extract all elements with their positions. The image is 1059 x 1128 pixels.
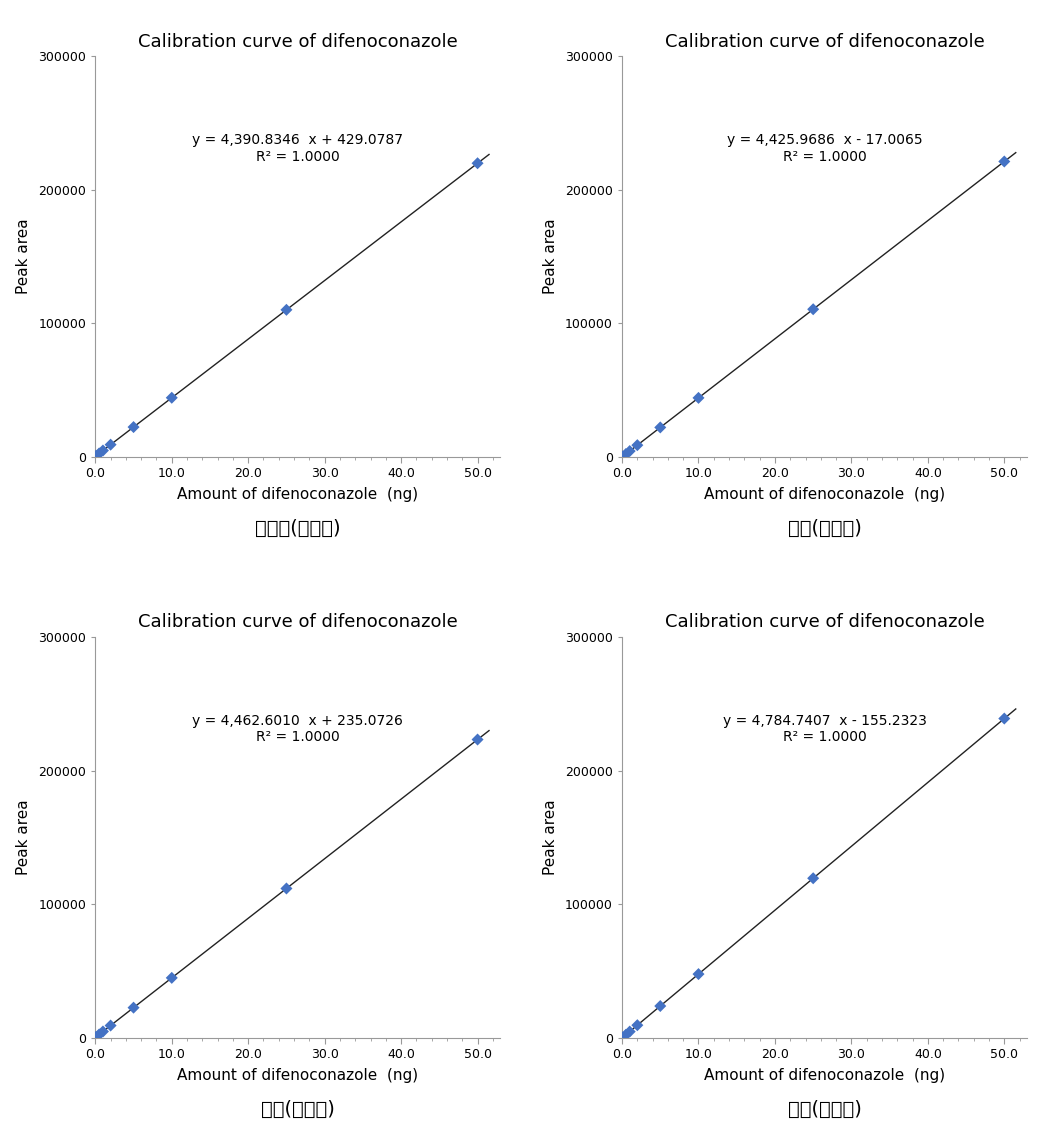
Point xyxy=(651,418,668,437)
Point xyxy=(690,389,707,407)
X-axis label: Amount of difenoconazole  (ng): Amount of difenoconazole (ng) xyxy=(177,1068,418,1083)
Point xyxy=(277,301,294,319)
Point xyxy=(614,1029,631,1047)
Point xyxy=(617,446,634,464)
Point xyxy=(622,1023,639,1041)
Title: Calibration curve of difenoconazole: Calibration curve of difenoconazole xyxy=(665,33,985,51)
Point xyxy=(629,1016,646,1034)
Point xyxy=(469,731,486,749)
Title: Calibration curve of difenoconazole: Calibration curve of difenoconazole xyxy=(138,614,457,632)
Y-axis label: Peak area: Peak area xyxy=(17,219,32,294)
Point xyxy=(995,152,1012,170)
Text: 황성(풋고추): 황성(풋고추) xyxy=(788,1100,862,1119)
Y-axis label: Peak area: Peak area xyxy=(17,800,32,875)
X-axis label: Amount of difenoconazole  (ng): Amount of difenoconazole (ng) xyxy=(704,1068,946,1083)
Point xyxy=(805,300,822,318)
Point xyxy=(91,444,108,462)
Text: 왜관(풋고추): 왜관(풋고추) xyxy=(788,519,862,538)
Text: y = 4,425.9686  x - 17.0065
R² = 1.0000: y = 4,425.9686 x - 17.0065 R² = 1.0000 xyxy=(726,133,922,164)
Title: Calibration curve of difenoconazole: Calibration curve of difenoconazole xyxy=(138,33,457,51)
Point xyxy=(277,880,294,898)
Point xyxy=(94,1022,111,1040)
Text: y = 4,784.7407  x - 155.2323
R² = 1.0000: y = 4,784.7407 x - 155.2323 R² = 1.0000 xyxy=(722,714,927,744)
Point xyxy=(469,155,486,173)
Point xyxy=(629,437,646,455)
Point xyxy=(163,969,180,987)
Point xyxy=(163,389,180,407)
Text: y = 4,390.8346  x + 429.0787
R² = 1.0000: y = 4,390.8346 x + 429.0787 R² = 1.0000 xyxy=(193,133,403,164)
Point xyxy=(651,997,668,1015)
Point xyxy=(617,1025,634,1043)
Point xyxy=(125,998,142,1016)
X-axis label: Amount of difenoconazole  (ng): Amount of difenoconazole (ng) xyxy=(177,487,418,502)
Point xyxy=(995,710,1012,728)
Point xyxy=(125,418,142,437)
Title: Calibration curve of difenoconazole: Calibration curve of difenoconazole xyxy=(665,614,985,632)
Point xyxy=(88,1028,105,1046)
Text: 식창뇙(풋고추): 식창뇙(풋고추) xyxy=(255,519,341,538)
Point xyxy=(102,435,119,453)
Point xyxy=(622,442,639,460)
Y-axis label: Peak area: Peak area xyxy=(543,219,558,294)
Point xyxy=(88,447,105,465)
Text: 영양(풋고추): 영양(풋고추) xyxy=(261,1100,335,1119)
Point xyxy=(91,1025,108,1043)
Y-axis label: Peak area: Peak area xyxy=(543,800,558,875)
Point xyxy=(102,1016,119,1034)
Point xyxy=(614,448,631,466)
X-axis label: Amount of difenoconazole  (ng): Amount of difenoconazole (ng) xyxy=(704,487,946,502)
Point xyxy=(690,966,707,984)
Point xyxy=(94,441,111,459)
Text: y = 4,462.6010  x + 235.0726
R² = 1.0000: y = 4,462.6010 x + 235.0726 R² = 1.0000 xyxy=(193,714,403,744)
Point xyxy=(805,870,822,888)
